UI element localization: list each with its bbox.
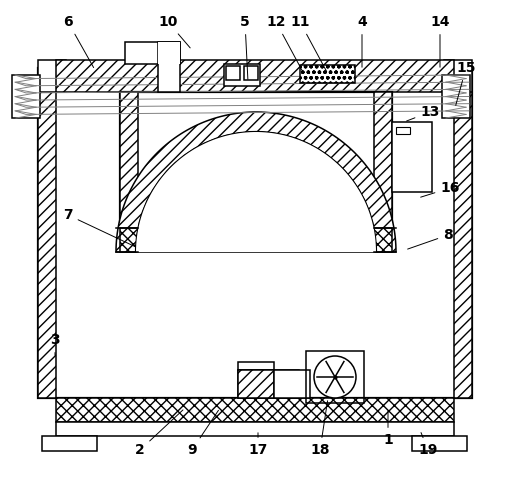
Bar [56, 422, 454, 436]
Bar [224, 64, 260, 86]
Bar [238, 362, 274, 370]
Text: 14: 14 [430, 15, 450, 67]
Bar [454, 68, 472, 398]
Bar [42, 436, 97, 451]
Polygon shape [116, 112, 396, 252]
Text: 5: 5 [240, 15, 250, 79]
Text: 1: 1 [383, 411, 393, 447]
Circle shape [314, 356, 356, 398]
Bar [306, 351, 364, 403]
Text: 15: 15 [456, 61, 476, 105]
Bar [396, 127, 410, 134]
Text: 12: 12 [266, 15, 303, 72]
Bar [244, 66, 258, 80]
Bar [38, 68, 56, 398]
Bar [274, 370, 310, 398]
Bar [12, 75, 40, 118]
Text: 2: 2 [135, 410, 183, 457]
Bar [226, 66, 240, 80]
Text: 10: 10 [158, 15, 190, 48]
Bar [442, 75, 470, 118]
Bar [238, 370, 299, 398]
Text: 16: 16 [420, 181, 460, 197]
Bar [238, 370, 274, 398]
Bar [392, 122, 432, 192]
Text: 13: 13 [407, 105, 440, 121]
Bar [56, 60, 454, 92]
Bar [120, 92, 138, 230]
Bar [158, 42, 180, 92]
Bar [444, 60, 472, 92]
Text: 17: 17 [248, 433, 268, 457]
Bar [120, 92, 392, 230]
Bar [125, 42, 180, 64]
Bar [158, 42, 180, 64]
Text: 4: 4 [357, 15, 367, 67]
Polygon shape [136, 132, 376, 252]
Bar [120, 228, 392, 252]
Bar [300, 65, 355, 83]
Text: 9: 9 [187, 410, 218, 457]
Text: 7: 7 [63, 208, 135, 247]
Text: 18: 18 [310, 401, 330, 457]
Bar [38, 68, 472, 398]
Text: 19: 19 [418, 433, 438, 457]
Text: 8: 8 [408, 228, 453, 249]
Text: 11: 11 [290, 15, 327, 72]
Text: 6: 6 [63, 15, 94, 67]
Bar [374, 92, 392, 230]
Bar [412, 436, 467, 451]
Text: 3: 3 [50, 333, 60, 355]
Bar [56, 398, 454, 422]
Bar [38, 60, 66, 92]
